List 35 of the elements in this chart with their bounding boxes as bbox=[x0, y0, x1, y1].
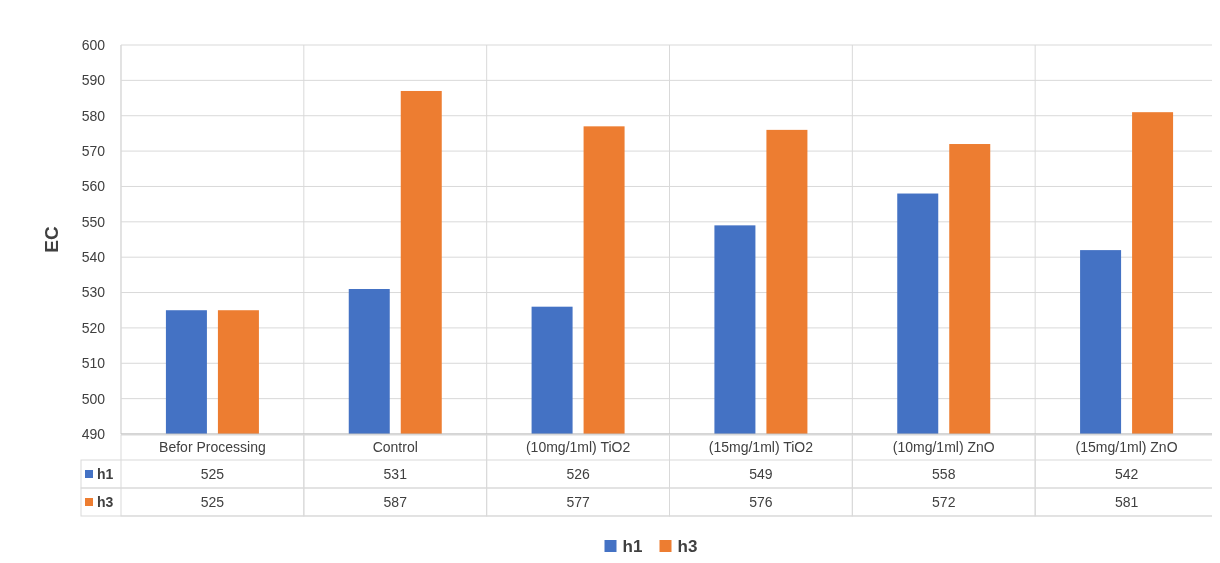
data-label: 549 bbox=[749, 465, 773, 482]
y-tick-label: 500 bbox=[81, 390, 106, 407]
x-tick-label: (15mg/1ml) ZnO bbox=[1075, 438, 1178, 455]
y-tick-label: 540 bbox=[81, 249, 106, 266]
legend-label: h1 bbox=[97, 465, 114, 482]
text: h3 bbox=[97, 493, 114, 510]
data-label: 577 bbox=[566, 493, 590, 510]
y-axis-title: EC bbox=[41, 226, 62, 253]
data-label: 542 bbox=[1114, 465, 1139, 482]
y-tick-label: 530 bbox=[81, 284, 106, 301]
y-tick-label: 550 bbox=[81, 213, 106, 230]
data-label: 558 bbox=[932, 465, 956, 482]
y-tick-label: 560 bbox=[81, 178, 106, 195]
y-tick-label: 590 bbox=[81, 72, 106, 89]
data-label: 531 bbox=[383, 465, 408, 482]
x-tick-label: Befor Processing bbox=[159, 438, 266, 455]
y-tick-label: 520 bbox=[81, 319, 106, 336]
y-tick-label: 600 bbox=[81, 36, 106, 53]
text: h1 bbox=[622, 536, 643, 556]
x-tick-label: Control bbox=[372, 438, 418, 455]
x-tick-label: (10mg/1ml) TiO2 bbox=[525, 438, 631, 455]
x-tick-label: (15mg/1ml) TiO2 bbox=[708, 438, 814, 455]
data-label: 525 bbox=[200, 465, 225, 482]
data-label: 572 bbox=[932, 493, 956, 510]
x-tick-label: (10mg/1ml) ZnO bbox=[892, 438, 995, 455]
legend-label: h3 bbox=[677, 536, 698, 556]
y-tick-label: 570 bbox=[81, 142, 106, 159]
y-tick-label: 510 bbox=[81, 355, 106, 372]
y-tick-label: 580 bbox=[81, 107, 106, 124]
data-label: 526 bbox=[566, 465, 590, 482]
data-label: 525 bbox=[200, 493, 225, 510]
data-label: 581 bbox=[1114, 493, 1139, 510]
y-tick-label: 490 bbox=[81, 425, 106, 442]
data-label: 587 bbox=[383, 493, 408, 510]
data-label: 576 bbox=[749, 493, 773, 510]
